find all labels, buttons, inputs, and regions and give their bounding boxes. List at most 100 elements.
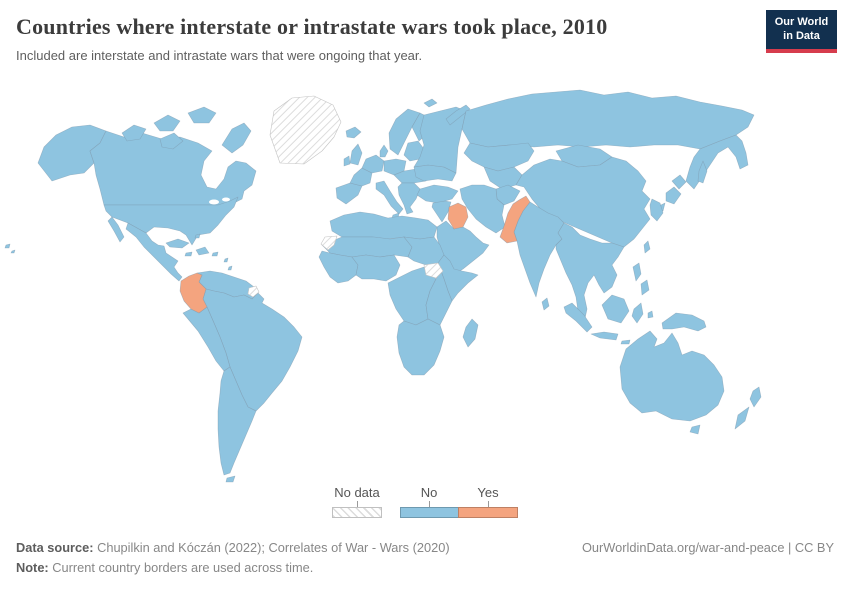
countries-no <box>4 89 762 483</box>
page-title: Countries where interstate or intrastate… <box>16 14 608 39</box>
region-sumatra[interactable] <box>563 302 593 333</box>
region-tierra-del-fuego[interactable] <box>225 475 236 483</box>
region-nigeria-gulf-of-guinea[interactable] <box>351 254 401 282</box>
country-new-zealand-north[interactable] <box>749 386 762 408</box>
region-central-asia[interactable] <box>483 166 523 190</box>
country-cuba[interactable] <box>165 238 190 249</box>
country-canada[interactable] <box>89 130 257 206</box>
region-borneo[interactable] <box>601 294 630 324</box>
note-text: Current country borders are used across … <box>48 559 314 575</box>
legend-label-no-data: No data <box>334 485 380 500</box>
country-japan-hokkaido[interactable] <box>671 174 687 190</box>
country-italy[interactable] <box>375 180 404 215</box>
region-sulawesi[interactable] <box>631 302 644 324</box>
country-hispaniola[interactable] <box>195 246 210 256</box>
country-iraq[interactable] <box>447 202 469 230</box>
country-iran[interactable] <box>459 184 506 234</box>
region-lesser-antilles-1[interactable] <box>223 257 229 263</box>
region-west-africa[interactable] <box>318 250 359 284</box>
legend-bin-no-data[interactable]: No data <box>332 486 382 518</box>
region-levant[interactable] <box>431 200 452 223</box>
region-east-africa[interactable] <box>425 270 453 326</box>
legend-swatch-yes[interactable] <box>458 507 518 518</box>
data-source-text: Chupilkin and Kóczán (2022); Correlates … <box>93 540 450 555</box>
region-north-africa[interactable] <box>329 211 438 240</box>
region-sakhalin[interactable] <box>697 160 708 184</box>
country-spain-portugal[interactable] <box>335 182 363 205</box>
owid-logo[interactable]: Our World in Data <box>766 10 837 53</box>
legend-tick <box>487 501 489 507</box>
region-new-guinea[interactable] <box>661 312 707 332</box>
legend-tick <box>356 501 358 507</box>
legend-swatch-no[interactable] <box>400 507 458 518</box>
legend-tick <box>428 501 430 507</box>
country-south-sudan[interactable] <box>423 262 444 279</box>
countries-no-data <box>247 95 444 298</box>
country-australia[interactable] <box>619 330 725 422</box>
data-source-label: Data source: <box>16 540 94 555</box>
world-map-svg <box>4 89 762 483</box>
country-ireland[interactable] <box>343 155 351 167</box>
region-hawaii-2[interactable] <box>10 249 16 254</box>
note-label: Note: <box>16 559 49 575</box>
region-european-russia[interactable] <box>413 106 467 174</box>
region-tasmania[interactable] <box>689 424 701 435</box>
country-korea[interactable] <box>649 198 664 222</box>
legend-swatch-no-data[interactable] <box>332 507 382 518</box>
country-greenland[interactable] <box>269 95 342 165</box>
region-arctic-island-1[interactable] <box>121 124 147 142</box>
region-svalbard[interactable] <box>423 98 438 108</box>
region-moluccas[interactable] <box>647 310 654 319</box>
chart-footer: Data source: Chupilkin and Kóczán (2022)… <box>0 538 850 578</box>
region-baja-california[interactable] <box>107 216 125 243</box>
country-russia[interactable] <box>461 89 755 150</box>
country-turkey[interactable] <box>416 184 459 204</box>
region-arctic-island-3[interactable] <box>187 106 217 124</box>
region-lesser-sunda-1[interactable] <box>620 339 631 345</box>
map-legend: No data No Yes <box>0 486 850 518</box>
country-pakistan[interactable] <box>499 195 531 244</box>
countries-yes <box>179 195 531 314</box>
legend-bin-no[interactable]: No <box>400 486 458 518</box>
country-united-kingdom[interactable] <box>349 143 363 166</box>
region-lesser-antilles-2[interactable] <box>227 265 233 271</box>
great-lakes-2 <box>222 197 230 202</box>
country-chile-argentina[interactable] <box>217 366 257 476</box>
country-madagascar[interactable] <box>462 318 479 348</box>
great-lakes-1 <box>209 199 219 205</box>
region-southern-africa[interactable] <box>396 318 445 376</box>
country-iceland[interactable] <box>345 126 362 139</box>
region-victoria-island[interactable] <box>159 132 184 150</box>
world-map <box>0 85 850 485</box>
country-colombia[interactable] <box>179 272 208 314</box>
owid-logo-line1: Our World <box>774 16 829 28</box>
chart-header: Countries where interstate or intrastate… <box>0 0 850 63</box>
country-western-sahara[interactable] <box>320 235 338 251</box>
country-new-zealand-south[interactable] <box>734 406 750 430</box>
credit-link[interactable]: OurWorldinData.org/war-and-peace | CC BY <box>581 540 834 555</box>
country-kazakhstan[interactable] <box>463 142 535 172</box>
country-bahamas[interactable] <box>194 233 201 239</box>
data-source-line: Data source: Chupilkin and Kóczán (2022)… <box>16 538 450 558</box>
country-sri-lanka[interactable] <box>541 297 550 311</box>
country-japan-honshu[interactable] <box>665 186 682 205</box>
country-philippines-luzon[interactable] <box>632 262 642 282</box>
legend-bin-yes[interactable]: Yes <box>458 486 518 518</box>
chart-subtitle: Included are interstate and intrastate w… <box>16 48 423 63</box>
owid-logo-line2: in Data <box>783 29 820 42</box>
region-balkans-greece[interactable] <box>397 182 421 215</box>
region-arctic-island-2[interactable] <box>153 114 181 132</box>
country-jamaica[interactable] <box>184 251 193 257</box>
country-philippines-mindanao[interactable] <box>640 279 650 296</box>
country-mexico-central-america[interactable] <box>125 222 183 282</box>
region-java[interactable] <box>590 331 619 341</box>
country-puerto-rico[interactable] <box>211 251 219 257</box>
footer-source-note: Data source: Chupilkin and Kóczán (2022)… <box>16 538 450 578</box>
region-novaya-zemlya[interactable] <box>445 104 471 126</box>
country-denmark[interactable] <box>379 144 389 158</box>
region-hawaii-1[interactable] <box>4 243 11 249</box>
region-indochina-malay[interactable] <box>555 222 625 324</box>
country-french-guiana[interactable] <box>247 285 260 298</box>
country-taiwan[interactable] <box>643 240 651 254</box>
region-baffin-island[interactable] <box>221 122 252 154</box>
